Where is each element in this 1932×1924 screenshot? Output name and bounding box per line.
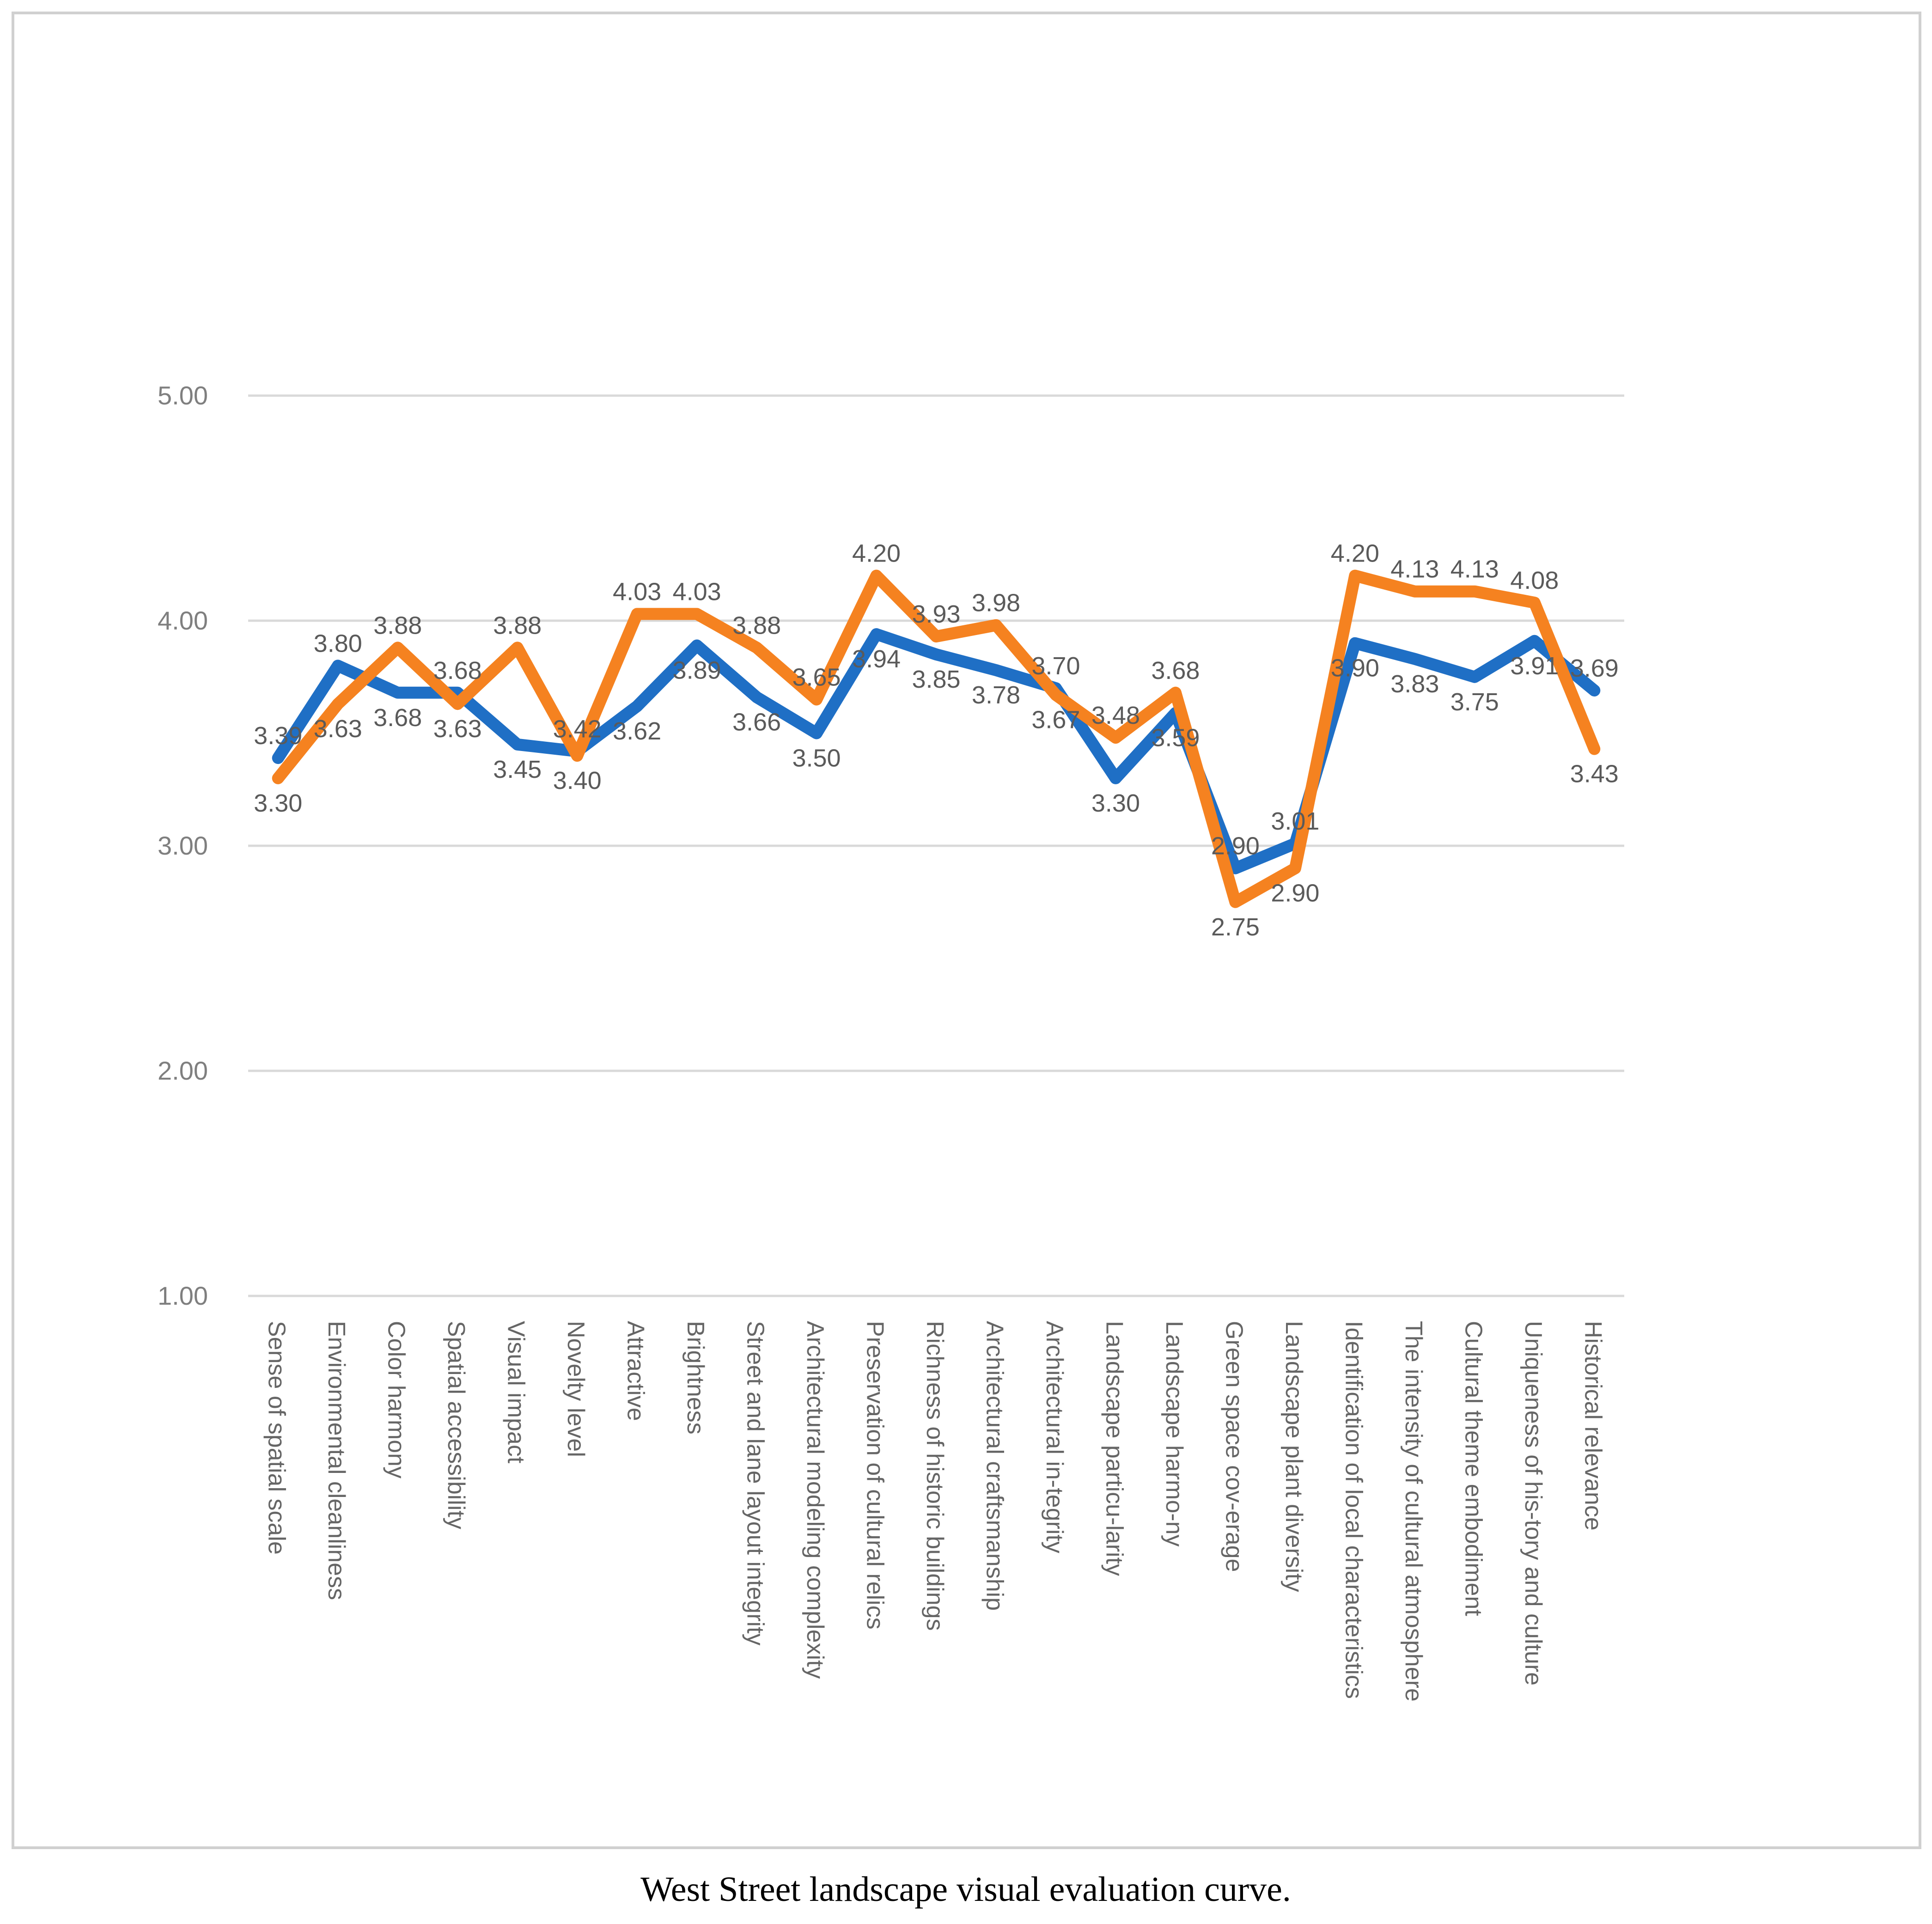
y-tick-label: 5.00 — [158, 381, 208, 410]
data-label: 3.43 — [1570, 760, 1619, 788]
x-tick-label: Attractive — [622, 1321, 649, 1421]
data-label: 3.75 — [1451, 688, 1499, 716]
x-tick-label: Cultural theme embodiment — [1460, 1321, 1487, 1616]
data-label: 3.45 — [493, 756, 542, 783]
y-tick-label: 4.00 — [158, 606, 208, 635]
data-label: 3.62 — [613, 717, 661, 745]
x-tick-label: Visual impact — [503, 1321, 530, 1464]
data-label: 3.01 — [1271, 807, 1319, 835]
data-label: 4.20 — [852, 540, 901, 568]
x-tick-label: Spatial accessibility — [443, 1321, 469, 1529]
data-label: 3.39 — [254, 722, 302, 750]
x-tick-label: Architectural craftsmanship — [981, 1321, 1008, 1611]
data-label: 3.85 — [912, 666, 960, 693]
data-label: 3.40 — [553, 767, 602, 794]
series-line-2 — [272, 569, 1601, 908]
data-label: 3.67 — [1031, 706, 1080, 734]
gridlines — [248, 394, 1624, 1297]
x-tick-label: Brightness — [682, 1321, 709, 1435]
x-tick-label: Green space cov-erage — [1220, 1321, 1247, 1572]
series-lines — [272, 569, 1601, 908]
data-label: 3.30 — [254, 789, 302, 817]
data-label: 3.70 — [1031, 652, 1080, 680]
y-tick-label: 3.00 — [158, 831, 208, 860]
x-tick-label: Landscape harmo-ny — [1161, 1321, 1188, 1547]
data-label: 3.80 — [314, 629, 362, 657]
y-axis-ticks: 1.00 2.00 3.00 4.00 5.00 — [158, 381, 208, 1310]
data-label: 3.88 — [493, 611, 542, 639]
series-line-1 — [272, 628, 1601, 874]
data-label: 3.66 — [732, 709, 781, 736]
chart-caption: West Street landscape visual evaluation … — [640, 1870, 1291, 1909]
data-label: 3.90 — [1331, 654, 1379, 682]
data-label: 3.94 — [852, 645, 901, 673]
data-label: 4.13 — [1451, 556, 1499, 583]
data-label: 4.03 — [673, 578, 721, 605]
chart-border — [12, 12, 1921, 1849]
x-tick-label: Environmental cleanliness — [323, 1321, 350, 1600]
data-label: 2.90 — [1271, 880, 1319, 907]
data-label: 3.63 — [433, 715, 482, 743]
x-tick-label: Sense of spatial scale — [263, 1321, 290, 1555]
data-label: 3.78 — [972, 681, 1020, 709]
data-label: 3.30 — [1091, 789, 1140, 817]
data-label: 4.13 — [1390, 556, 1439, 583]
data-label: 4.20 — [1331, 540, 1379, 568]
x-tick-label: Color harmony — [383, 1321, 410, 1478]
data-label: 3.68 — [373, 704, 422, 732]
x-tick-label: Historical relevance — [1579, 1321, 1606, 1531]
data-label: 4.08 — [1510, 567, 1559, 594]
y-tick-label: 1.00 — [158, 1281, 208, 1310]
x-tick-label: Identification of local characteristics — [1340, 1321, 1367, 1699]
data-label: 3.88 — [373, 611, 422, 639]
x-axis-ticks: Sense of spatial scale Environmental clea… — [263, 1321, 1607, 1702]
data-label: 3.69 — [1570, 654, 1619, 682]
x-tick-label: Architectural in-tegrity — [1041, 1321, 1068, 1553]
x-tick-label: Preservation of cultural relics — [862, 1321, 889, 1630]
data-label: 3.50 — [792, 745, 841, 772]
data-label: 3.59 — [1151, 724, 1200, 752]
data-label: 3.91 — [1510, 652, 1559, 680]
x-tick-label: The intensity of cultural atmosphere — [1400, 1321, 1427, 1702]
x-tick-label: Novelty level — [562, 1321, 589, 1457]
data-label: 3.63 — [314, 715, 362, 743]
x-tick-label: Street and lane layout integrity — [742, 1321, 769, 1645]
x-tick-label: Richness of historic buildings — [921, 1321, 948, 1631]
data-label: 3.89 — [673, 657, 721, 684]
data-label: 3.98 — [972, 589, 1020, 617]
data-label: 3.48 — [1091, 702, 1140, 729]
y-tick-label: 2.00 — [158, 1056, 208, 1085]
data-label: 3.83 — [1390, 670, 1439, 698]
x-tick-label: Landscape particu-larity — [1101, 1321, 1128, 1576]
data-label: 2.90 — [1211, 832, 1260, 860]
data-labels: 3.39 3.80 3.68 3.68 3.45 3.42 3.62 3.89 3.66 3.50… — [254, 540, 1619, 941]
data-label: 2.75 — [1211, 913, 1260, 941]
x-tick-label: Architectural modeling complexity — [802, 1321, 829, 1679]
x-tick-label: Landscape plant diversity — [1280, 1321, 1307, 1592]
data-label: 3.68 — [1151, 657, 1200, 684]
data-label: 3.88 — [732, 611, 781, 639]
data-label: 3.65 — [792, 663, 841, 691]
x-tick-label: Uniqueness of his-tory and culture — [1520, 1321, 1547, 1686]
data-label: 3.68 — [433, 657, 482, 684]
data-label: 3.93 — [912, 600, 960, 628]
data-label: 3.42 — [553, 715, 602, 743]
data-label: 4.03 — [613, 578, 661, 605]
